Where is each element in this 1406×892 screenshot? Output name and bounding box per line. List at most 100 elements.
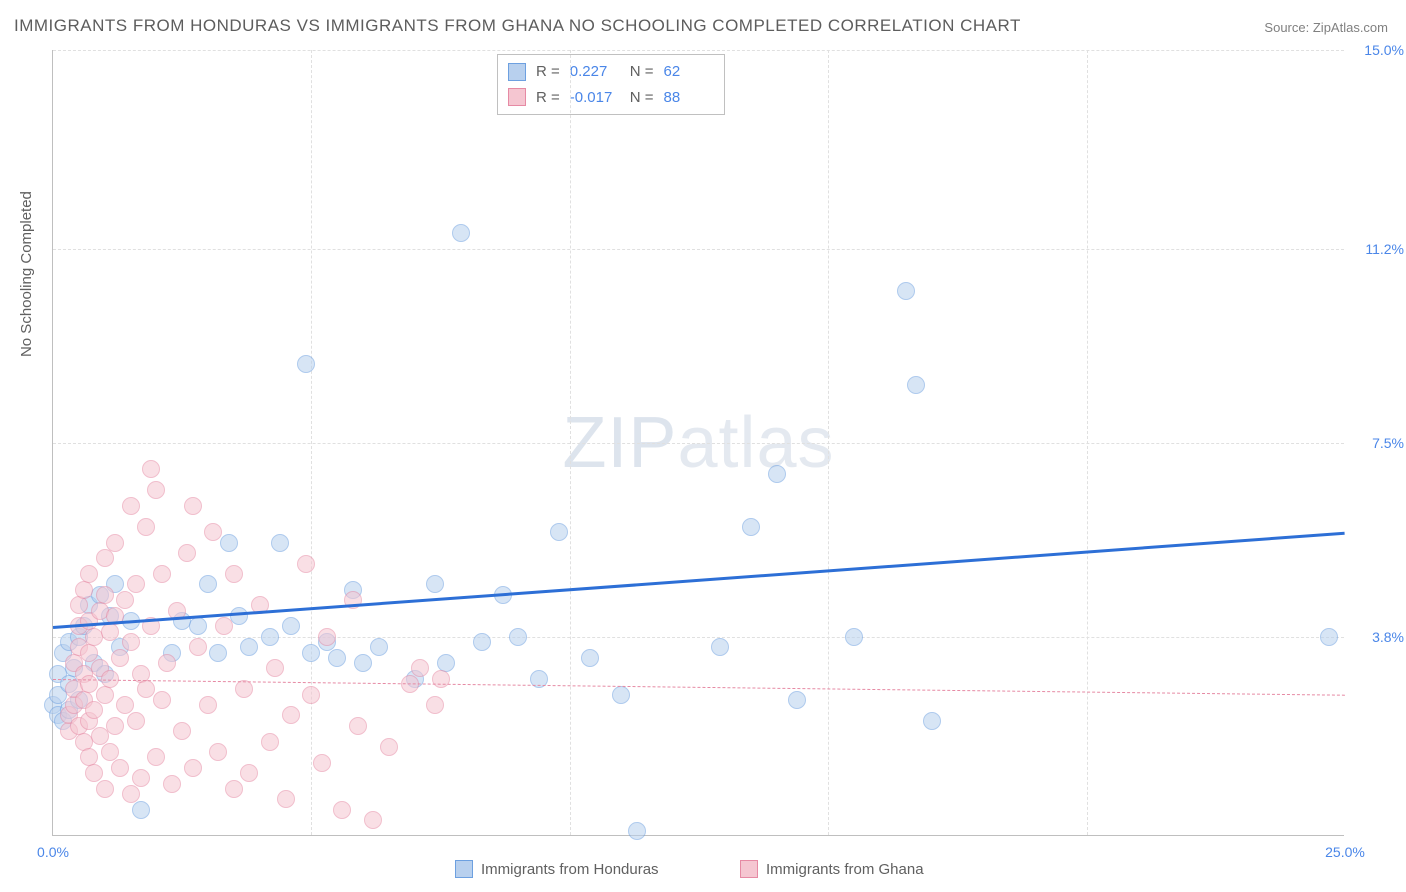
r-label: R =	[536, 59, 560, 85]
data-point	[923, 712, 941, 730]
data-point	[96, 780, 114, 798]
data-point	[768, 465, 786, 483]
legend-item-series2: Immigrants from Ghana	[740, 860, 924, 878]
data-point	[333, 801, 351, 819]
data-point	[111, 649, 129, 667]
stats-legend-box: R = 0.227 N = 62 R = -0.017 N = 88	[497, 54, 725, 115]
gridline-v	[828, 50, 829, 835]
data-point	[550, 523, 568, 541]
gridline-v	[570, 50, 571, 835]
data-point	[261, 628, 279, 646]
data-point	[116, 591, 134, 609]
data-point	[370, 638, 388, 656]
ytick-label: 3.8%	[1354, 629, 1404, 645]
gridline-h	[53, 443, 1344, 444]
swatch-series1	[508, 63, 526, 81]
data-point	[147, 481, 165, 499]
data-point	[302, 686, 320, 704]
data-point	[96, 686, 114, 704]
stats-row-series1: R = 0.227 N = 62	[508, 59, 714, 85]
data-point	[473, 633, 491, 651]
data-point	[788, 691, 806, 709]
data-point	[266, 659, 284, 677]
r-label: R =	[536, 85, 560, 111]
data-point	[199, 696, 217, 714]
data-point	[1320, 628, 1338, 646]
data-point	[189, 617, 207, 635]
gridline-v	[311, 50, 312, 835]
data-point	[153, 691, 171, 709]
data-point	[178, 544, 196, 562]
data-point	[189, 638, 207, 656]
data-point	[452, 224, 470, 242]
data-point	[106, 717, 124, 735]
data-point	[132, 801, 150, 819]
n-label: N =	[630, 85, 654, 111]
swatch-series2	[740, 860, 758, 878]
source-attribution: Source: ZipAtlas.com	[1264, 20, 1388, 35]
data-point	[127, 712, 145, 730]
data-point	[581, 649, 599, 667]
data-point	[282, 706, 300, 724]
data-point	[297, 355, 315, 373]
data-point	[106, 534, 124, 552]
data-point	[199, 575, 217, 593]
data-point	[380, 738, 398, 756]
data-point	[612, 686, 630, 704]
data-point	[235, 680, 253, 698]
data-point	[163, 775, 181, 793]
data-point	[158, 654, 176, 672]
data-point	[364, 811, 382, 829]
data-point	[432, 670, 450, 688]
data-point	[328, 649, 346, 667]
data-point	[742, 518, 760, 536]
data-point	[173, 722, 191, 740]
data-point	[85, 701, 103, 719]
data-point	[302, 644, 320, 662]
data-point	[184, 759, 202, 777]
data-point	[240, 764, 258, 782]
data-point	[111, 759, 129, 777]
data-point	[354, 654, 372, 672]
ytick-label: 7.5%	[1354, 435, 1404, 451]
xtick-label: 25.0%	[1325, 844, 1365, 860]
data-point	[225, 780, 243, 798]
data-point	[230, 607, 248, 625]
data-point	[137, 518, 155, 536]
data-point	[277, 790, 295, 808]
data-point	[209, 743, 227, 761]
data-point	[122, 633, 140, 651]
gridline-h	[53, 50, 1344, 51]
n-label: N =	[630, 59, 654, 85]
data-point	[297, 555, 315, 573]
data-point	[153, 565, 171, 583]
data-point	[271, 534, 289, 552]
ytick-label: 11.2%	[1354, 241, 1404, 257]
source-value: ZipAtlas.com	[1313, 20, 1388, 35]
data-point	[261, 733, 279, 751]
chart-plot-area: ZIPatlas R = 0.227 N = 62 R = -0.017 N =…	[52, 50, 1344, 836]
data-point	[628, 822, 646, 840]
data-point	[509, 628, 527, 646]
r-value-series2: -0.017	[570, 85, 620, 111]
data-point	[907, 376, 925, 394]
data-point	[215, 617, 233, 635]
y-axis-label: No Schooling Completed	[18, 191, 35, 357]
xtick-label: 0.0%	[37, 844, 69, 860]
data-point	[220, 534, 238, 552]
data-point	[96, 586, 114, 604]
data-point	[411, 659, 429, 677]
data-point	[204, 523, 222, 541]
legend-label-series1: Immigrants from Honduras	[481, 861, 659, 878]
chart-title: IMMIGRANTS FROM HONDURAS VS IMMIGRANTS F…	[14, 16, 1021, 36]
data-point	[142, 460, 160, 478]
swatch-series1	[455, 860, 473, 878]
data-point	[225, 565, 243, 583]
swatch-series2	[508, 88, 526, 106]
data-point	[240, 638, 258, 656]
data-point	[426, 696, 444, 714]
data-point	[122, 785, 140, 803]
legend-label-series2: Immigrants from Ghana	[766, 861, 924, 878]
data-point	[845, 628, 863, 646]
gridline-h	[53, 249, 1344, 250]
